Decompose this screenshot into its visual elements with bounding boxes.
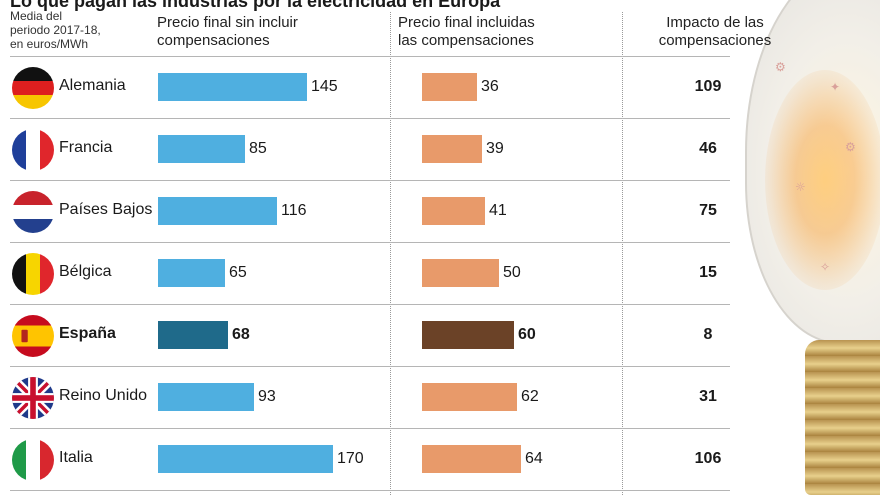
row-divider [10, 366, 730, 367]
table-row: Reino Unido 93 62 31 [0, 366, 735, 428]
chart-title: Lo que pagan las industrias por la elect… [10, 0, 501, 11]
impact-value: 75 [699, 202, 717, 219]
row-divider [10, 118, 730, 119]
value-label-without-compensation: 116 [281, 202, 307, 219]
impact-value: 106 [694, 450, 722, 467]
bar-with-compensation [422, 383, 517, 411]
row-divider [10, 490, 730, 491]
impact-value: 109 [694, 78, 722, 95]
value-label-without-compensation: 65 [229, 264, 247, 281]
country-label: España [59, 325, 116, 342]
value-label-with-compensation: 41 [489, 202, 507, 219]
row-divider [10, 180, 730, 181]
value-label-without-compensation: 85 [249, 140, 267, 157]
bar-with-compensation [422, 135, 482, 163]
column-header-without-compensation: Precio final sin incluir compensaciones [157, 14, 298, 49]
italy-flag-icon [12, 439, 54, 481]
bar-with-compensation [422, 197, 485, 225]
lightbulb-image: ⚙ ✦ ☼ ⚙ ✧ [735, 0, 880, 495]
impact-value: 8 [703, 326, 713, 343]
country-label: Bélgica [59, 263, 112, 280]
country-label: Francia [59, 139, 113, 156]
bar-without-compensation [158, 321, 228, 349]
column-header-with-compensation: Precio final incluidas las compensaciones [398, 14, 535, 49]
bar-without-compensation [158, 445, 333, 473]
germany-flag-icon [12, 67, 54, 109]
table-row: Alemania 145 36 109 [0, 56, 735, 118]
bar-without-compensation [158, 73, 307, 101]
value-label-with-compensation: 39 [486, 140, 504, 157]
row-divider [10, 304, 730, 305]
bar-with-compensation [422, 259, 499, 287]
value-label-without-compensation: 145 [311, 78, 338, 95]
units-note: Media del periodo 2017-18, en euros/MWh [10, 9, 101, 51]
belgium-flag-icon [12, 253, 54, 295]
country-label: Países Bajos [59, 201, 153, 218]
value-label-with-compensation: 62 [521, 388, 539, 405]
bar-with-compensation [422, 73, 477, 101]
value-label-without-compensation: 93 [258, 388, 276, 405]
impact-value: 15 [699, 264, 717, 281]
impact-value: 31 [699, 388, 717, 405]
bar-without-compensation [158, 383, 254, 411]
netherlands-flag-icon [12, 191, 54, 233]
table-row: Países Bajos 116 41 75 [0, 180, 735, 242]
row-divider [10, 242, 730, 243]
column-divider [622, 12, 623, 495]
spain-flag-icon [12, 315, 54, 357]
value-label-without-compensation: 68 [232, 326, 250, 343]
value-label-with-compensation: 64 [525, 450, 543, 467]
bar-without-compensation [158, 197, 277, 225]
row-divider [10, 56, 730, 57]
table-row: Bélgica 65 50 15 [0, 242, 735, 304]
table-row: Francia 85 39 46 [0, 118, 735, 180]
bar-without-compensation [158, 259, 225, 287]
column-header-impact: Impacto de las compensaciones [658, 14, 772, 49]
value-label-without-compensation: 170 [337, 450, 364, 467]
column-divider [390, 12, 391, 495]
bar-without-compensation [158, 135, 245, 163]
value-label-with-compensation: 50 [503, 264, 521, 281]
table-row: España 68 60 8 [0, 304, 735, 366]
impact-value: 46 [699, 140, 717, 157]
table-row: Italia 170 64 106 [0, 428, 735, 490]
france-flag-icon [12, 129, 54, 171]
country-label: Reino Unido [59, 387, 148, 404]
row-divider [10, 428, 730, 429]
bar-with-compensation [422, 445, 521, 473]
country-label: Italia [59, 449, 93, 466]
uk-flag-icon [12, 377, 54, 419]
bar-with-compensation [422, 321, 514, 349]
value-label-with-compensation: 60 [518, 326, 536, 343]
value-label-with-compensation: 36 [481, 78, 499, 95]
country-label: Alemania [59, 77, 126, 94]
